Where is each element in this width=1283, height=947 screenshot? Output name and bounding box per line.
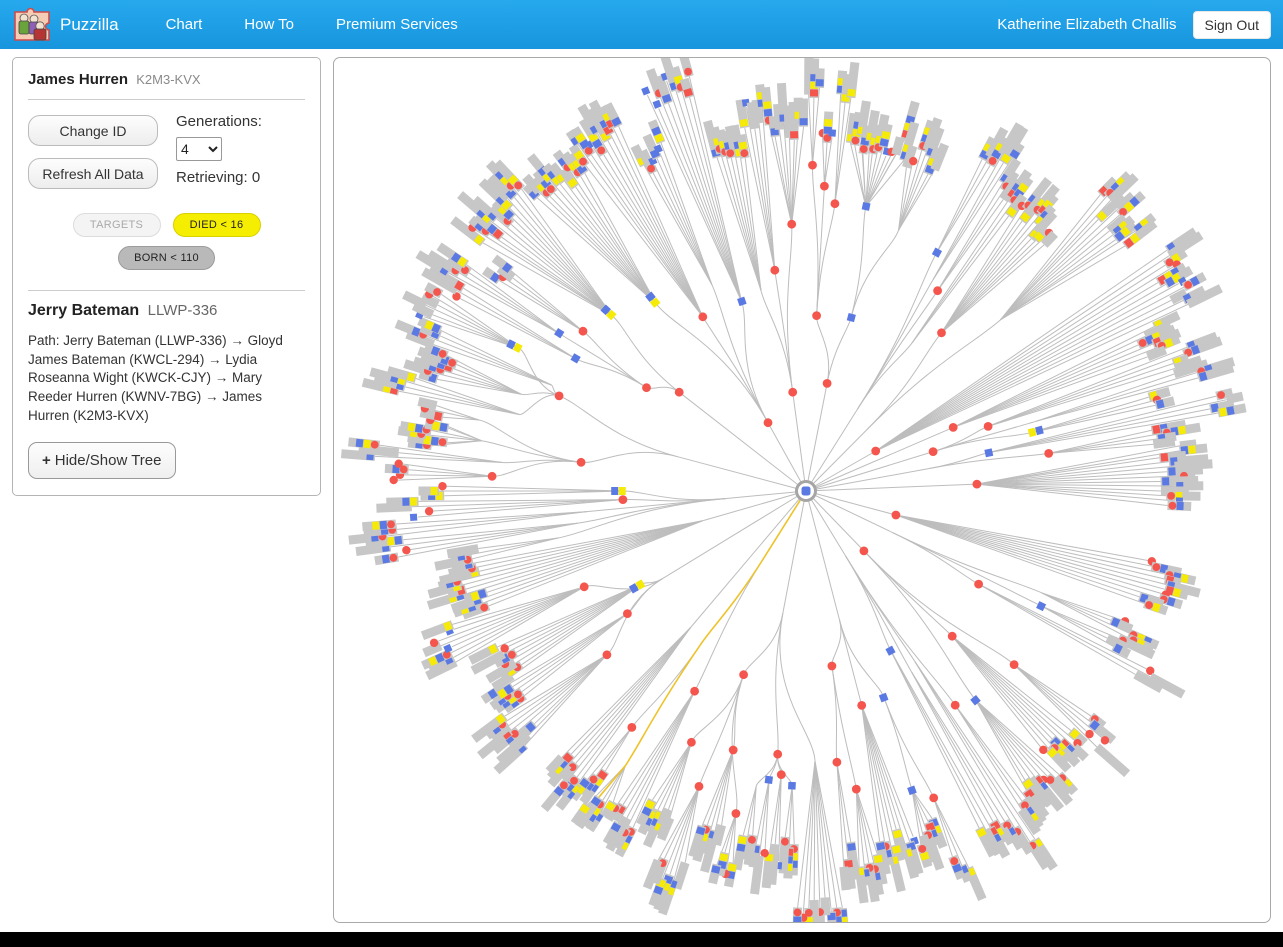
born-filter-button[interactable]: BORN < 110: [118, 246, 215, 270]
top-navbar: Puzzilla Chart How To Premium Services K…: [0, 0, 1283, 49]
change-id-button[interactable]: Change ID: [28, 115, 158, 146]
puzzilla-logo-icon: [14, 7, 50, 41]
hide-show-tree-label: Hide/Show Tree: [54, 452, 162, 470]
descendancy-chart[interactable]: [334, 58, 1270, 922]
root-person-name: James Hurren: [28, 71, 129, 88]
died-filter-button[interactable]: DIED < 16: [172, 213, 261, 237]
targets-filter-button[interactable]: TARGETS: [72, 213, 161, 237]
root-person-line: James Hurren K2M3-KVX: [28, 71, 305, 88]
controls-left: Change ID Refresh All Data: [28, 111, 176, 197]
selected-person-id: LLWP-336: [147, 302, 218, 319]
generations-label: Generations:: [176, 113, 262, 130]
nav-item-how-to[interactable]: How To: [244, 16, 295, 33]
divider: [28, 290, 305, 291]
sign-out-button[interactable]: Sign Out: [1192, 10, 1271, 39]
generations-select[interactable]: 4: [176, 137, 222, 161]
refresh-all-data-button[interactable]: Refresh All Data: [28, 158, 158, 189]
filter-pill-row: TARGETS DIED < 16: [72, 213, 261, 237]
plus-icon: +: [42, 452, 51, 470]
bottom-bar: [0, 932, 1283, 947]
selected-person-name: Jerry Bateman: [28, 302, 140, 319]
controls-row: Change ID Refresh All Data Generations: …: [28, 111, 305, 197]
nav-item-premium-services[interactable]: Premium Services: [336, 16, 458, 33]
selected-person-line: Jerry Bateman LLWP-336: [28, 302, 305, 320]
user-name-link[interactable]: Katherine Elizabeth Challis: [997, 16, 1177, 33]
controls-right: Generations: 4 Retrieving: 0: [176, 111, 305, 197]
retrieving-status: Retrieving: 0: [176, 169, 261, 186]
root-person-id: K2M3-KVX: [136, 72, 201, 87]
ancestry-path-text: Path: Jerry Bateman (LLWP-336) → Gloyd J…: [28, 333, 283, 423]
hide-show-tree-button[interactable]: + Hide/Show Tree: [28, 442, 176, 480]
filter-pill-row-2: BORN < 110: [118, 246, 215, 270]
chart-panel: [333, 57, 1271, 923]
filter-pills: TARGETS DIED < 16 BORN < 110: [28, 213, 305, 279]
divider: [28, 99, 305, 100]
brand-link[interactable]: Puzzilla: [60, 14, 119, 34]
nav-item-chart[interactable]: Chart: [165, 16, 203, 33]
control-panel: James Hurren K2M3-KVX Change ID Refresh …: [12, 57, 321, 497]
